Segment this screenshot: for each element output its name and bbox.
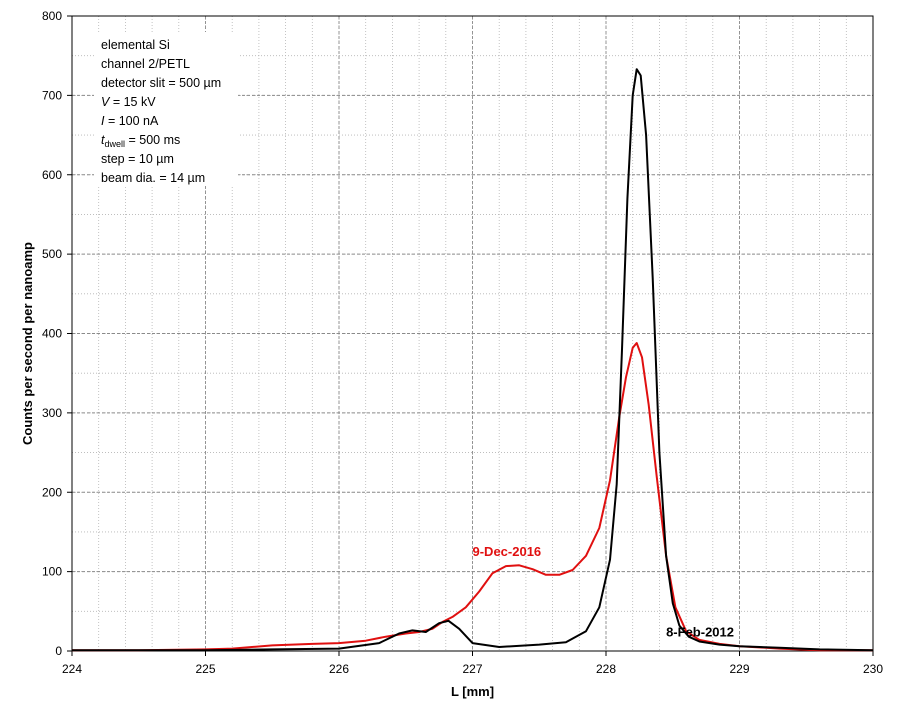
y-tick-label: 200 bbox=[42, 485, 62, 499]
annotation-line: detector slit = 500 µm bbox=[101, 76, 221, 90]
x-tick-label: 225 bbox=[195, 662, 215, 676]
series-label: 8-Feb-2012 bbox=[666, 625, 734, 640]
y-axis-ticks: 0 100 200 300 400 500 600 700 800 bbox=[42, 9, 72, 658]
y-axis-title: Counts per second per nanoamp bbox=[20, 242, 35, 445]
annotation-line: elemental Si bbox=[101, 38, 170, 52]
annotation-line: channel 2/PETL bbox=[101, 57, 190, 71]
x-axis-title: L [mm] bbox=[451, 684, 494, 699]
annotation-line: V = 15 kV bbox=[101, 95, 156, 109]
y-tick-label: 400 bbox=[42, 327, 62, 341]
parameters-annotation: elemental Si channel 2/PETL detector slit … bbox=[94, 32, 238, 186]
annotation-line: tdwell = 500 ms bbox=[101, 133, 180, 149]
x-tick-label: 228 bbox=[596, 662, 616, 676]
y-tick-label: 800 bbox=[42, 9, 62, 23]
y-tick-label: 700 bbox=[42, 88, 62, 102]
y-tick-label: 500 bbox=[42, 247, 62, 261]
y-tick-label: 0 bbox=[55, 644, 62, 658]
series-lines bbox=[72, 68, 874, 652]
series-line bbox=[72, 342, 873, 652]
y-tick-label: 600 bbox=[42, 168, 62, 182]
y-tick-label: 100 bbox=[42, 565, 62, 579]
x-axis-ticks: 224 225 226 227 228 229 230 bbox=[62, 651, 883, 676]
annotation-line: beam dia. = 14 µm bbox=[101, 171, 205, 185]
series-line bbox=[72, 68, 874, 652]
x-tick-label: 227 bbox=[462, 662, 482, 676]
annotation-background bbox=[94, 32, 238, 186]
x-tick-label: 226 bbox=[329, 662, 349, 676]
series-labels: 9-Dec-2016 8-Feb-2012 bbox=[473, 544, 734, 640]
series-label: 9-Dec-2016 bbox=[473, 544, 542, 559]
x-tick-label: 229 bbox=[729, 662, 749, 676]
y-tick-label: 300 bbox=[42, 406, 62, 420]
x-tick-label: 224 bbox=[62, 662, 82, 676]
annotation-line: I = 100 nA bbox=[101, 114, 159, 128]
annotation-line: step = 10 µm bbox=[101, 152, 174, 166]
x-tick-label: 230 bbox=[863, 662, 883, 676]
